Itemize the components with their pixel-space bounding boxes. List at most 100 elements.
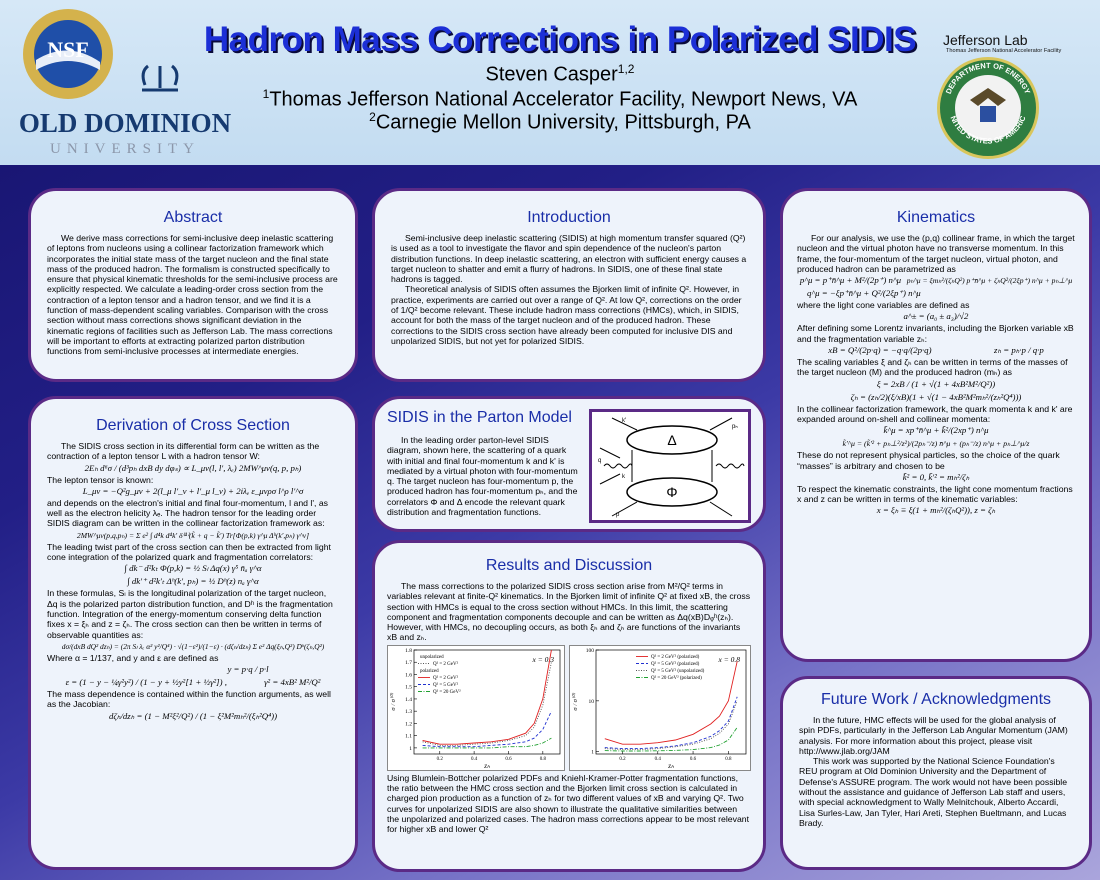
future-panel: Future Work / Acknowledgments In the fut… <box>780 676 1092 870</box>
diagram-label: Δ <box>668 432 677 448</box>
series-line <box>604 726 738 752</box>
legend-label: Q² = 5 GeV² (unpolarized) <box>651 668 705 674</box>
y-tick-label: 10 <box>589 699 595 705</box>
jlab-sub: Thomas Jefferson National Accelerator Fa… <box>946 48 1061 54</box>
odu-crown <box>141 64 179 92</box>
paragraph: The lepton tensor is known: <box>47 474 154 485</box>
x-tick-label: 0.6 <box>505 757 512 762</box>
paragraph: For our analysis, we use the (p,q) colli… <box>797 233 1075 274</box>
paragraph: After defining some Lorentz invariants, … <box>797 323 1074 344</box>
y-tick-label: 1.2 <box>405 721 412 727</box>
equation: x = ξₕ ≡ ξ(1 + mₕ²/(ζₕQ²)), z = ζₕ <box>876 505 996 516</box>
x-tick-label: 0.8 <box>725 757 732 762</box>
x-tick-label: 0.4 <box>471 757 478 762</box>
series-line <box>422 649 552 745</box>
paragraph: In the leading order parton-level SIDIS … <box>387 435 578 518</box>
equation: pₕ^μ = ξmₕ²/(ζₕQ²) p⁺n̄^μ + ζₕQ²/(2ξp⁺) … <box>906 276 1073 286</box>
heading: Introduction <box>527 209 611 226</box>
paragraph: To respect the kinematic constraints, th… <box>797 483 1073 505</box>
paragraph: In the future, HMC effects will be used … <box>799 715 1068 756</box>
equation: 2MW^μν(p,q,pₕ) = Σ e² ∫ d⁴k d⁴k′ δ⁽⁴⁾(k̃… <box>76 530 310 540</box>
y-tick-label: 100 <box>586 648 595 654</box>
y-tick-label: 1.4 <box>405 697 412 703</box>
nsf-logo: NSF <box>23 9 113 99</box>
paragraph: The mass corrections to the polarized SI… <box>387 581 751 643</box>
kinematics-panel: Kinematics For our analysis, we use the … <box>780 188 1092 662</box>
odu-sub: UNIVERSITY <box>50 141 200 157</box>
affiliation: 1Thomas Jefferson National Accelerator F… <box>200 87 920 112</box>
series-line <box>422 661 552 746</box>
legend-label: Q² = 5 GeV² (polarized) <box>651 661 700 667</box>
equation: xB = Q²/(2p·q) = −q·q/(2p·q) <box>828 345 932 356</box>
x-axis-label: zₕ <box>483 762 490 770</box>
equation: dζₕ/dzₕ = (1 − M²ξ²/Q²) / (1 − ξ²M²mₕ²/(… <box>108 710 278 721</box>
annotation: x = 0.8 <box>717 655 740 664</box>
x-tick-label: 0.4 <box>655 757 662 762</box>
heading: Future Work / Acknowledgments <box>820 691 1052 708</box>
y-tick-label: 1 <box>591 749 594 755</box>
diagram-label: pₕ <box>732 424 738 430</box>
author-line: Steven Casper1,2 <box>200 62 920 87</box>
paragraph: This work was supported by the National … <box>799 756 1068 828</box>
y-tick-label: 1.1 <box>405 733 412 739</box>
y-axis-label: σ / σ⁽⁰⁾ <box>390 692 397 711</box>
heading: Abstract <box>163 209 223 226</box>
series-line <box>604 696 738 749</box>
jlab-name: Jefferson Lab <box>943 32 1028 48</box>
equation: ζₕ = (zₕ/2)(ξ/xB)(1 + √(1 − 4xB²M²mₕ²/(z… <box>850 391 1022 402</box>
heading: Derivation of Cross Section <box>96 417 290 434</box>
x-axis-label: zₕ <box>667 762 674 770</box>
header-graphics: NSF OLD DOMINION UNIVERSITY Jefferson La… <box>0 0 1061 159</box>
affiliation-text: Thomas Jefferson National Accelerator Fa… <box>269 88 858 111</box>
poster-title: Hadron Mass Corrections in Polarized SID… <box>203 20 917 59</box>
legend-label: Q² = 20 GeV² (polarized) <box>651 675 702 681</box>
paragraph: Theoretical analysis of SIDIS often assu… <box>391 284 742 346</box>
equation: k̃^μ = xp⁺n̄^μ + k̃²/(2xp⁺) n^μ <box>883 425 989 436</box>
introduction-panel: Introduction Semi-inclusive deep inelast… <box>372 188 766 382</box>
plot: 1 10 100 0.2 0.4 0.6 0.8 zₕ σ / σ⁽⁰⁾ x = 0.8 Q² = … <box>569 644 751 771</box>
heading: Kinematics <box>896 209 976 226</box>
paragraph: In these formulas, Sₗ is the longitudina… <box>47 588 333 640</box>
results-panel: Results and Discussion The mass correcti… <box>372 540 766 872</box>
equation: q^μ = −ξp⁺n̄^μ + Q²/(2ξp⁺) n^μ <box>807 288 921 299</box>
legend-label: Q² = 2 GeV² <box>433 661 459 667</box>
heading: Results and Discussion <box>485 557 653 574</box>
odu-name: OLD DOMINION <box>19 108 232 138</box>
diagram-label: p <box>616 512 620 518</box>
derivation-panel: Derivation of Cross Section The SIDIS cr… <box>28 396 358 870</box>
affiliation-mark: 2 <box>369 110 376 124</box>
equation: zₕ = pₕ·p / q·p <box>994 345 1044 356</box>
x-tick-label: 0.6 <box>690 757 697 762</box>
legend-label: Q² = 2 GeV² <box>433 675 459 681</box>
paragraph: These do not represent physical particle… <box>797 450 1060 471</box>
paragraph: The mass dependence is contained within … <box>47 689 331 710</box>
affiliation-text: Carnegie Mellon University, Pittsburgh, … <box>375 111 751 134</box>
equation: dσ/(dxB dQ² dzₕ) = (2π Sₗ λₑ α² y²/Q⁴) ·… <box>61 641 325 651</box>
plots: 1 1.1 1.2 1.3 1.4 1.5 1.6 1.7 1.8 0.2 0.4 0.6 0.8 zₕ σ… <box>387 644 751 771</box>
y-tick-label: 1.8 <box>405 648 412 654</box>
equation: 2Eₕ d⁶σ / (d³pₕ dxB dy dφₛ) ∝ L_μν(l, l′… <box>84 462 302 473</box>
x-tick-label: 0.8 <box>540 757 547 762</box>
affiliation: 2Carnegie Mellon University, Pittsburgh,… <box>200 110 920 135</box>
paragraph: Using Blumlein-Bottcher polarized PDFs a… <box>387 772 750 835</box>
diagram-label: k′ <box>622 418 627 424</box>
y-tick-label: 1 <box>409 746 412 752</box>
paragraph: In the collinear factorization framework… <box>797 403 1073 424</box>
x-tick-label: 0.2 <box>437 757 444 762</box>
series-line <box>422 737 552 749</box>
paragraph: The leading twist part of the cross sect… <box>47 541 331 563</box>
paragraph: Where α = 1/137, and y and ε are defined… <box>47 652 219 663</box>
paragraph: and depends on the electron's initial an… <box>47 497 328 529</box>
paragraph: The SIDIS cross section in its different… <box>47 441 320 462</box>
y-tick-label: 1.6 <box>405 672 412 678</box>
heading: SIDIS in the Parton Model <box>387 409 572 426</box>
equation: k̃′^μ = (k̃′² + pₕ⊥²/z²)/(2pₕ⁻/z) n̄^μ +… <box>842 439 1030 449</box>
diagram-label: Φ <box>667 484 678 500</box>
equation: y = p·q / p·l <box>227 664 269 675</box>
equation: ∫ dk′⁺ d²k′ₜ Δʰ(k′, pₕ) = ½ Dʰ(z) nₐ γ^α <box>127 576 259 587</box>
equation: ε = (1 − y − ¼γ²y²) / (1 − y + ½y²[1 + ½… <box>65 677 227 688</box>
y-tick-label: 1.5 <box>405 684 412 690</box>
equation: k̃² = 0, k̃′² = mₕ²/ζₕ <box>902 471 970 482</box>
equation: γ² = 4xB² M²/Q² <box>264 677 321 688</box>
